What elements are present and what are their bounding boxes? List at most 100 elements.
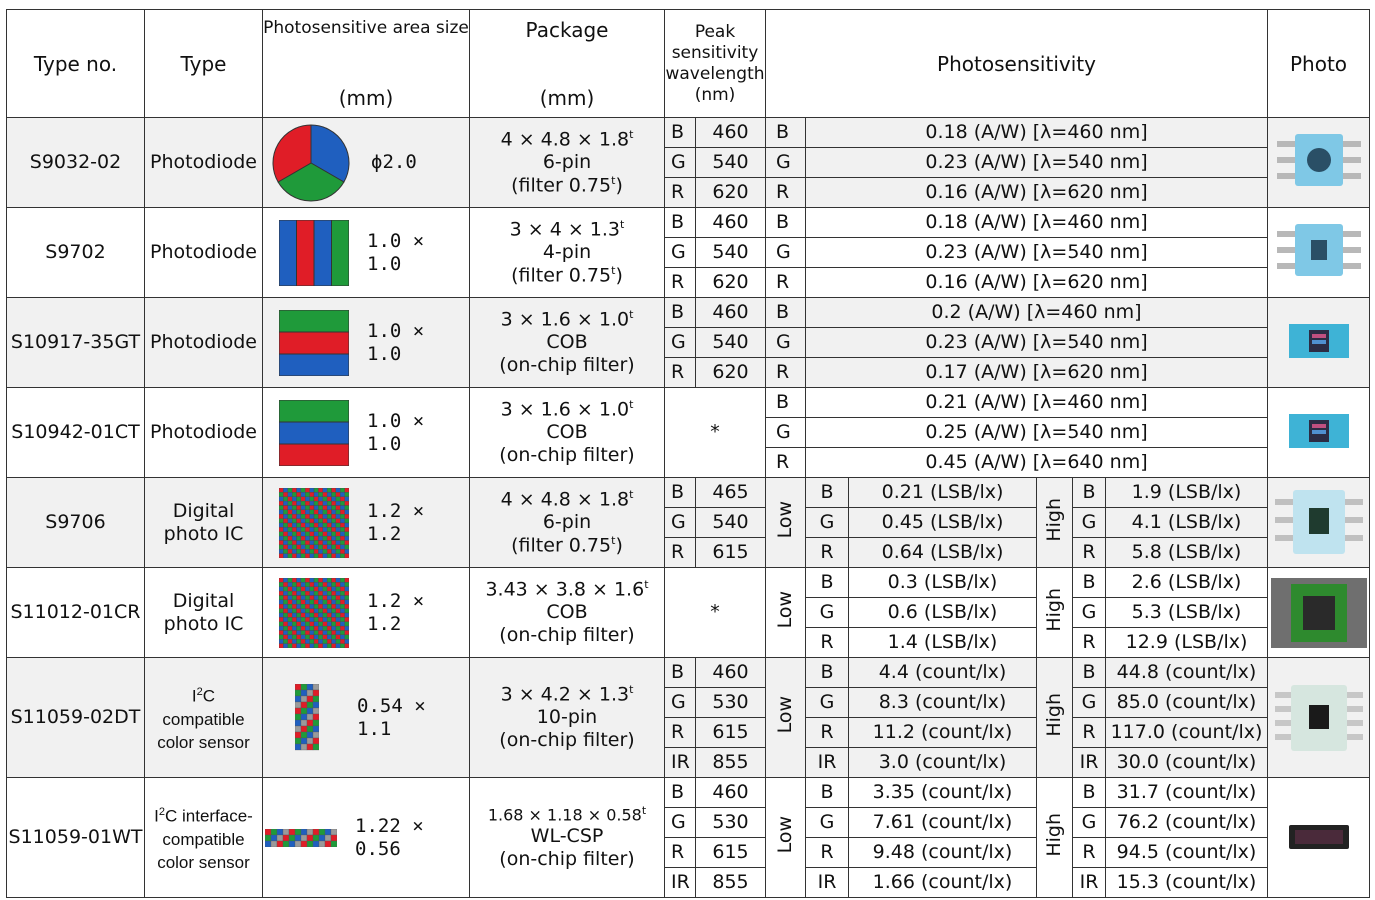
peak-wavelength-cell: 615 <box>695 537 766 568</box>
peak-unspecified-cell: * <box>664 567 766 658</box>
package-filter: (filter 0.75t) <box>471 264 664 287</box>
table-row: R 620 R 0.17 (A/W) [λ=620 nm] <box>7 357 1370 388</box>
high-channel-cell: IR <box>1072 747 1106 778</box>
area-cell: 1.0 × 1.0 <box>262 297 470 388</box>
table-row: R 1.4 (LSB/lx) R 12.9 (LSB/lx) <box>7 627 1370 658</box>
value-text: 7.61 (count/lx) <box>872 811 1013 834</box>
low-gain-label: Low <box>774 590 797 629</box>
sens-value-cell: 0.18 (A/W) [λ=460 nm] <box>805 117 1268 148</box>
low-value-cell: 3.35 (count/lx) <box>848 777 1037 808</box>
product-photo-icon <box>1276 223 1361 276</box>
high-channel-cell: R <box>1072 537 1106 568</box>
package-thickness-mark: t <box>629 683 634 697</box>
sens-value-cell: 0.23 (A/W) [λ=540 nm] <box>805 237 1268 268</box>
peak-wavelength-cell: 460 <box>695 207 766 238</box>
low-channel-cell: B <box>805 567 849 598</box>
type-superscript: 2 <box>196 686 203 699</box>
package-dimensions-text: 3 × 4 × 1.3 <box>509 218 621 241</box>
product-photo-icon <box>1288 824 1349 849</box>
sens-value-cell: 0.23 (A/W) [λ=540 nm] <box>805 327 1268 358</box>
package-filter-text: (filter 0.75 <box>511 264 612 287</box>
peak-channel-cell: B <box>664 117 696 148</box>
package-dimensions: 3 × 4 × 1.3t <box>471 218 664 241</box>
package-dimensions: 1.68 × 1.18 × 0.58t <box>471 804 664 825</box>
value-text: 76.2 (count/lx) <box>1116 811 1257 834</box>
area-wrap: 1.2 × 1.2 <box>265 577 469 648</box>
package-dimensions-text: 4 × 4.8 × 1.8 <box>500 128 630 151</box>
low-channel-cell: R <box>805 717 849 748</box>
spec-table-container: Type no. Type Photosensitive area size (m… <box>6 9 1370 898</box>
peak-channel-cell: B <box>664 477 696 508</box>
area-cell: 1.2 × 1.2 <box>262 567 470 658</box>
package-dimensions: 3 × 1.6 × 1.0t <box>471 398 664 421</box>
package-filter-text: (on-chip filter) <box>499 354 635 377</box>
package-filter-text: (on-chip filter) <box>499 847 635 870</box>
area-icon-holder <box>279 399 349 466</box>
package-cell: 3 × 1.6 × 1.0t COB (on-chip filter) <box>469 387 665 478</box>
high-value-cell: 94.5 (count/lx) <box>1105 837 1268 868</box>
package-thickness-mark: t <box>629 308 634 322</box>
value-text: 1.9 (LSB/lx) <box>1131 481 1242 504</box>
type-prefix: I <box>191 686 197 706</box>
peak-wavelength-cell: 465 <box>695 477 766 508</box>
type-cell: Photodiode <box>144 207 263 298</box>
table-row: S9702 Photodiode 1.0 × 1.0 3 × 4 × 1.3t 4-pi… <box>6 207 1370 298</box>
sens-value-cell: 0.16 (A/W) [λ=620 nm] <box>805 177 1268 208</box>
package-pins: 4-pin <box>542 241 592 264</box>
package-cell: 3 × 4 × 1.3t 4-pin (filter 0.75t) <box>469 207 665 298</box>
peak-channel-cell: IR <box>664 867 696 898</box>
product-photo-icon <box>1274 489 1363 554</box>
peak-channel-cell: G <box>664 237 696 268</box>
sens-value-cell: 0.17 (A/W) [λ=620 nm] <box>805 357 1268 388</box>
photo-cell <box>1267 657 1370 778</box>
package-dimensions-text: 3 × 1.6 × 1.0 <box>500 308 630 331</box>
package-pins: 6-pin <box>542 151 592 174</box>
value-text: 0.6 (LSB/lx) <box>887 601 998 624</box>
peak-wavelength-cell: 620 <box>695 357 766 388</box>
photo-cell <box>1267 477 1370 568</box>
table-row: S11059-02DT I2C compatible color sensor 0.… <box>6 657 1370 778</box>
high-gain-label-cell: High <box>1036 657 1073 778</box>
low-channel-cell: G <box>805 807 849 838</box>
type-cell: Photodiode <box>144 297 263 388</box>
area-size: 1.0 × 1.0 <box>367 319 425 365</box>
peak-channel-cell: B <box>664 297 696 328</box>
header-peak: Peak sensitivity wavelength (nm) <box>664 9 766 118</box>
table-row: R 620 R 0.16 (A/W) [λ=620 nm] <box>7 177 1370 208</box>
peak-channel-cell: R <box>664 267 696 298</box>
peak-channel-cell: G <box>664 687 696 718</box>
spec-table: Type no. Type Photosensitive area size (m… <box>6 9 1370 898</box>
table-row: G 540 G 0.45 (LSB/lx) G 4.1 (LSB/lx) <box>7 507 1370 538</box>
low-gain-label-cell: Low <box>765 477 806 568</box>
area-size: 0.54 × 1.1 <box>357 694 426 740</box>
low-gain-label-cell: Low <box>765 777 806 898</box>
low-gain-label: Low <box>774 695 797 734</box>
area-size: 1.2 × 1.2 <box>367 589 425 635</box>
high-value-cell: 76.2 (count/lx) <box>1105 807 1268 838</box>
high-gain-label: High <box>1043 497 1066 542</box>
low-value-cell: 3.0 (count/lx) <box>848 747 1037 778</box>
package-thickness-mark: t <box>629 127 634 141</box>
package-cell: 1.68 × 1.18 × 0.58t WL-CSP (on-chip filter… <box>469 777 665 898</box>
high-gain-label-cell: High <box>1036 477 1073 568</box>
value-text: 15.3 (count/lx) <box>1116 871 1257 894</box>
type-no-cell: S9706 <box>6 477 145 568</box>
sens-channel-cell: R <box>765 177 806 208</box>
high-channel-cell: R <box>1072 627 1106 658</box>
peak-wavelength-cell: 615 <box>695 717 766 748</box>
package-dimensions: 4 × 4.8 × 1.8t <box>471 127 664 151</box>
low-value-cell: 0.45 (LSB/lx) <box>848 507 1037 538</box>
table-row: S11012-01CR Digital photo IC 1.2 × 1.2 3.43… <box>6 567 1370 658</box>
low-channel-cell: G <box>805 507 849 538</box>
low-value-cell: 7.61 (count/lx) <box>848 807 1037 838</box>
type-cell: Digital photo IC <box>144 567 263 658</box>
peak-wavelength-cell: 460 <box>695 297 766 328</box>
package-filter-text: (on-chip filter) <box>499 444 635 467</box>
type-no-cell: S9702 <box>6 207 145 298</box>
value-text: 94.5 (count/lx) <box>1116 841 1257 864</box>
package-cell: 4 × 4.8 × 1.8t 6-pin (filter 0.75t) <box>469 477 665 568</box>
high-value-cell: 44.8 (count/lx) <box>1105 657 1268 688</box>
value-text: 0.64 (LSB/lx) <box>881 541 1004 564</box>
type-no-cell: S10942-01CT <box>6 387 145 478</box>
package-dimensions: 3 × 4.2 × 1.3t <box>471 683 664 706</box>
